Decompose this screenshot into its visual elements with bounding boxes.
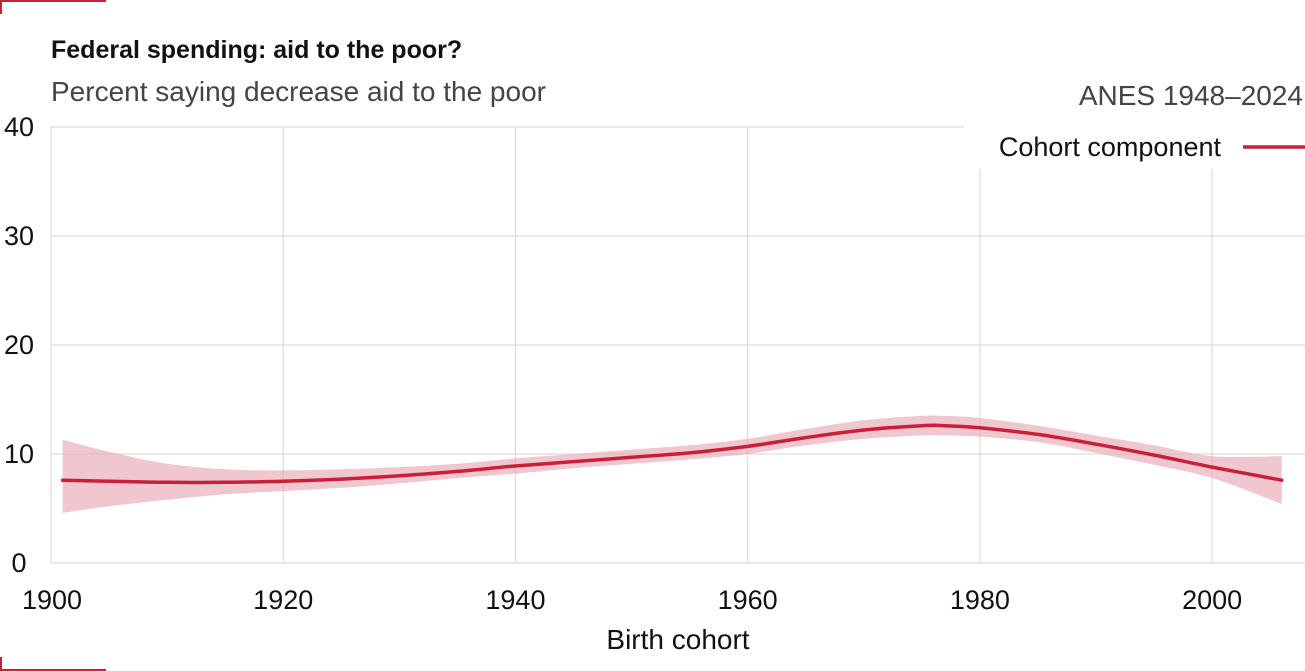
tick-labels: 0 10 20 30 40 1900 1920 1940 1960 1980 2000 bbox=[4, 112, 1242, 615]
x-tick-label: 1920 bbox=[253, 585, 313, 615]
chart-title: Federal spending: aid to the poor? bbox=[51, 36, 463, 64]
y-tick-label: 0 bbox=[11, 548, 26, 578]
series-line bbox=[60, 423, 1284, 485]
x-tick-label: 1900 bbox=[22, 585, 82, 615]
y-tick-label: 30 bbox=[4, 221, 34, 251]
y-tick-label: 20 bbox=[4, 330, 34, 360]
legend-label: Cohort component bbox=[999, 132, 1222, 162]
confidence-bands bbox=[62, 415, 1282, 513]
confidence-band bbox=[62, 415, 1282, 513]
gridlines bbox=[50, 126, 1305, 564]
x-tick-label: 1940 bbox=[485, 585, 545, 615]
frame-corner-bottom bbox=[0, 657, 106, 671]
x-tick-label: 1960 bbox=[718, 585, 778, 615]
x-tick-label: 2000 bbox=[1182, 585, 1242, 615]
series-lines bbox=[60, 423, 1284, 485]
y-tick-label: 40 bbox=[4, 112, 34, 142]
data-source-label: ANES 1948–2024 bbox=[1078, 80, 1303, 111]
x-axis-label: Birth cohort bbox=[606, 624, 749, 655]
y-tick-label: 10 bbox=[4, 439, 34, 469]
x-tick-label: 1980 bbox=[950, 585, 1010, 615]
chart-subtitle: Percent saying decrease aid to the poor bbox=[51, 76, 546, 107]
frame-corner-top bbox=[0, 0, 106, 14]
legend: Cohort component bbox=[964, 123, 1305, 169]
